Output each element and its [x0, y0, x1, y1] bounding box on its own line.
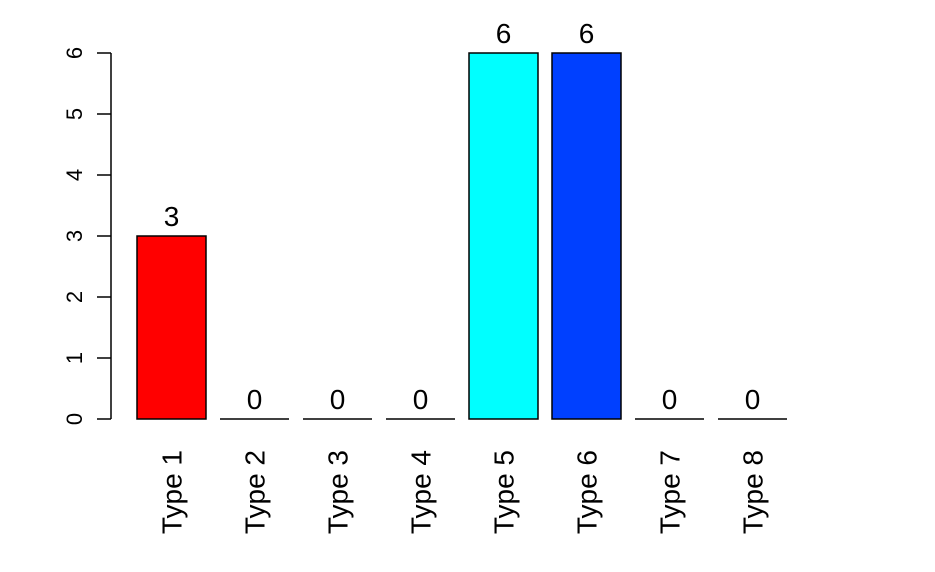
y-tick-label: 4 [62, 169, 87, 181]
category-labels: Type 1 Type 2 Type 3 Type 4 Type 5 Type 6 Type… [157, 450, 769, 534]
y-tick-label: 3 [62, 230, 87, 242]
data-label: 3 [164, 201, 180, 232]
category-label: Type 8 [738, 450, 769, 534]
data-label: 6 [579, 18, 595, 49]
category-label: Type 5 [489, 450, 520, 534]
category-label: Type 6 [572, 450, 603, 534]
bars [136, 52, 787, 420]
bar [551, 52, 622, 420]
data-label: 6 [496, 18, 512, 49]
data-label: 0 [745, 384, 761, 415]
y-axis: 0 1 2 3 4 5 6 [62, 47, 112, 425]
y-tick-label: 1 [62, 352, 87, 364]
category-label: Type 7 [655, 450, 686, 534]
category-label: Type 1 [157, 450, 188, 534]
category-label: Type 4 [406, 450, 437, 534]
data-label: 0 [247, 384, 263, 415]
bar [468, 52, 539, 420]
y-tick-label: 6 [62, 47, 87, 59]
y-tick-label: 5 [62, 108, 87, 120]
y-tick-label: 2 [62, 291, 87, 303]
data-labels: 3 0 0 0 6 6 0 0 [164, 18, 761, 415]
data-label: 0 [413, 384, 429, 415]
data-label: 0 [330, 384, 346, 415]
data-label: 0 [662, 384, 678, 415]
category-label: Type 3 [323, 450, 354, 534]
category-label: Type 2 [240, 450, 271, 534]
y-tick-label: 0 [62, 413, 87, 425]
bar [136, 235, 207, 420]
